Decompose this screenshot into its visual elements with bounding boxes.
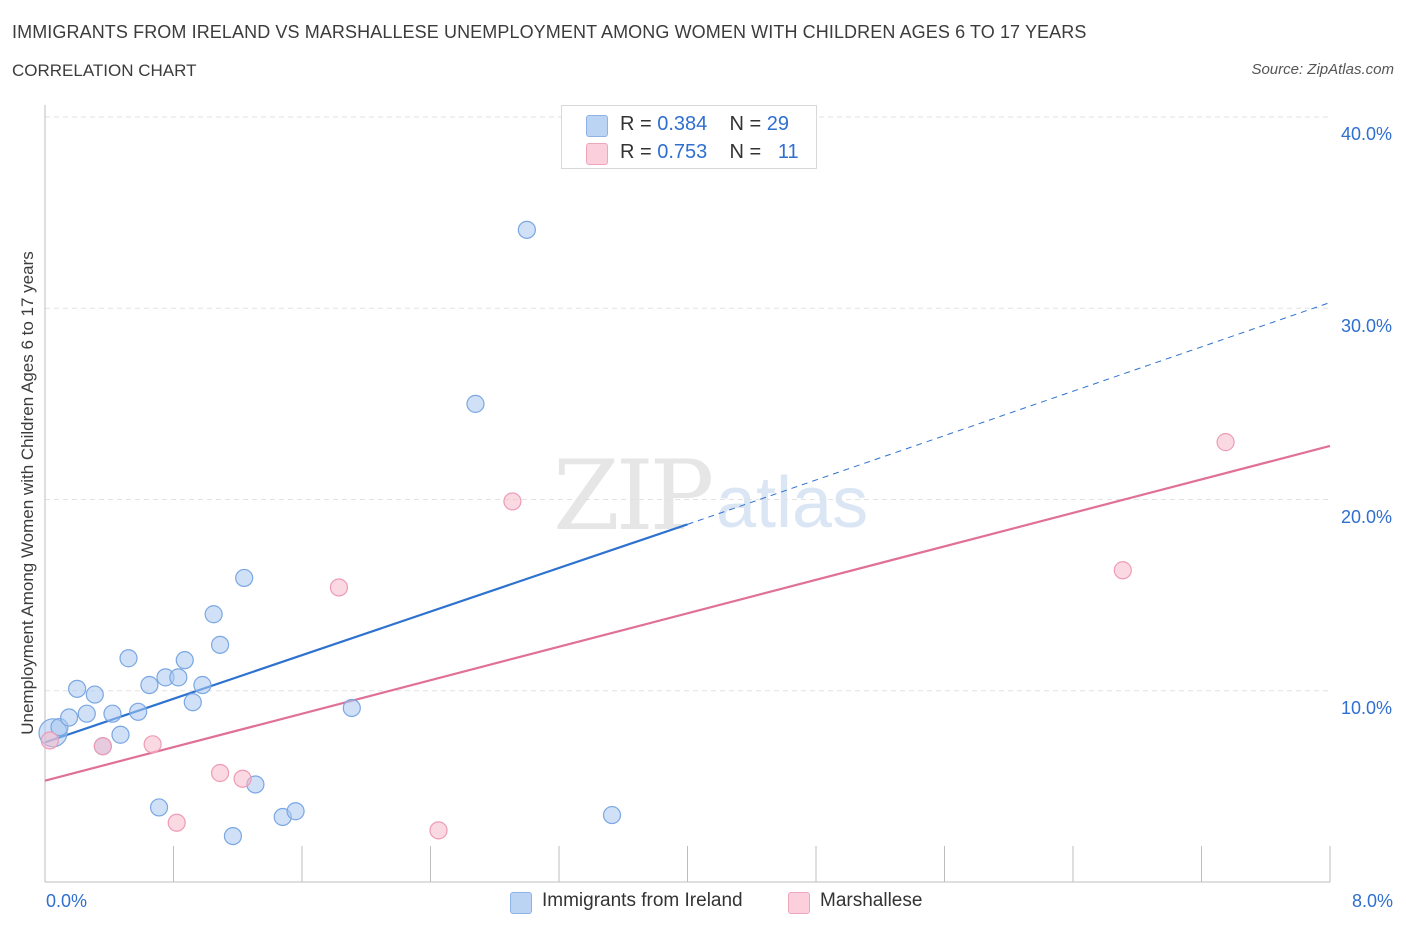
chart-subtitle: CORRELATION CHART xyxy=(12,61,197,80)
point-marshallese xyxy=(1216,433,1235,452)
chart-title: IMMIGRANTS FROM IRELAND VS MARSHALLESE U… xyxy=(12,22,1087,42)
trend-line-ireland-extension xyxy=(687,302,1331,525)
correlation-legend: R = 0.384 N = 29 R = 0.753 N = 11 xyxy=(561,105,817,169)
series-swatch-ireland xyxy=(510,892,532,914)
point-ireland xyxy=(169,668,188,687)
legend-r-label: R = xyxy=(620,141,652,163)
legend-n-value: 29 xyxy=(766,113,790,135)
point-marshallese xyxy=(210,763,230,783)
legend-r-value: 0.384 xyxy=(657,113,708,135)
y-tick-label-40: 40.0% xyxy=(1340,124,1392,144)
legend-swatch-marshallese xyxy=(586,143,608,165)
point-ireland xyxy=(68,679,87,698)
series-legend: Immigrants from Ireland Marshallese xyxy=(0,890,1406,916)
point-marshallese xyxy=(1113,561,1132,580)
legend-n-label: N = xyxy=(729,113,762,135)
legend-r-value: 0.753 xyxy=(657,141,708,163)
point-ireland xyxy=(210,635,230,654)
point-ireland xyxy=(286,802,305,821)
point-ireland xyxy=(183,693,202,712)
point-marshallese xyxy=(167,813,186,832)
series-swatch-marshallese xyxy=(788,892,810,914)
point-marshallese xyxy=(233,769,252,788)
y-tick-label-20: 20.0% xyxy=(1340,507,1392,527)
point-ireland xyxy=(111,725,130,744)
point-ireland xyxy=(204,605,223,624)
watermark-zip: ZIP xyxy=(553,440,714,552)
point-ireland xyxy=(140,675,159,695)
point-ireland xyxy=(77,704,96,723)
legend-r-label: R = xyxy=(620,113,652,135)
series-label-ireland: Immigrants from Ireland xyxy=(542,890,743,911)
point-ireland xyxy=(85,685,104,704)
point-ireland xyxy=(59,708,79,727)
x-tick-label-min: 0.0% xyxy=(46,891,88,911)
point-ireland xyxy=(517,220,536,239)
point-ireland xyxy=(119,649,138,668)
point-marshallese xyxy=(503,492,522,511)
point-marshallese xyxy=(40,731,59,750)
legend-swatch-ireland xyxy=(586,115,608,137)
point-ireland xyxy=(103,704,122,723)
point-marshallese xyxy=(429,821,448,840)
point-ireland xyxy=(175,651,194,670)
point-ireland xyxy=(235,568,254,588)
y-tick-label-30: 30.0% xyxy=(1340,316,1392,336)
point-ireland xyxy=(223,826,243,846)
point-ireland xyxy=(466,394,485,413)
legend-n-label: N = xyxy=(729,141,762,163)
point-ireland xyxy=(149,798,169,817)
point-ireland xyxy=(602,805,622,825)
point-ireland xyxy=(342,698,361,718)
point-marshallese xyxy=(329,578,349,597)
y-tick-label-10: 10.0% xyxy=(1340,698,1392,718)
point-marshallese xyxy=(143,735,162,754)
trend-line-marshallese xyxy=(44,444,1331,782)
point-ireland xyxy=(129,702,148,721)
point-marshallese xyxy=(93,737,112,756)
point-ireland xyxy=(193,675,212,695)
x-tick-label-max: 8.0% xyxy=(1351,891,1393,911)
watermark-atlas: atlas xyxy=(716,463,869,543)
source-credit: Source: ZipAtlas.com xyxy=(1251,61,1394,78)
legend-n-value: 11 xyxy=(777,141,799,163)
trend-line-ireland xyxy=(44,523,688,744)
series-label-marshallese: Marshallese xyxy=(820,890,923,911)
